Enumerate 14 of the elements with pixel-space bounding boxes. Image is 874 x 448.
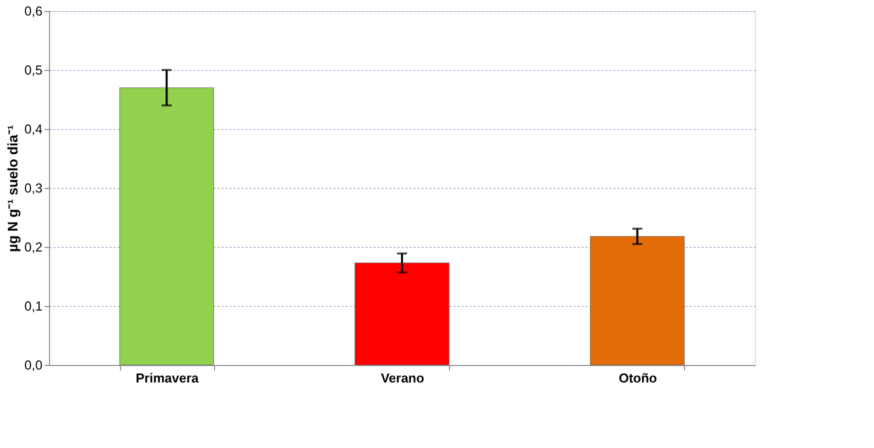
y-tick-label: 0,2 xyxy=(24,240,42,254)
y-tick-label: 0,1 xyxy=(24,298,42,314)
y-axis-title: µg N g⁻¹ suelo dia⁻¹ xyxy=(4,124,20,252)
y-tick-label: 0,3 xyxy=(24,180,42,196)
bar xyxy=(119,87,214,366)
y-tick-label: 0,5 xyxy=(24,62,42,78)
y-tick-label: 0,4 xyxy=(24,122,42,136)
x-tick-label: Primavera xyxy=(136,370,200,386)
bar xyxy=(354,262,450,366)
y-tick-label: 0,0 xyxy=(24,358,42,372)
x-tick-label: Verano xyxy=(380,370,424,386)
bar xyxy=(590,236,685,366)
y-tick-label: 0,6 xyxy=(24,4,42,18)
x-tick-label: Otoño xyxy=(618,370,658,386)
